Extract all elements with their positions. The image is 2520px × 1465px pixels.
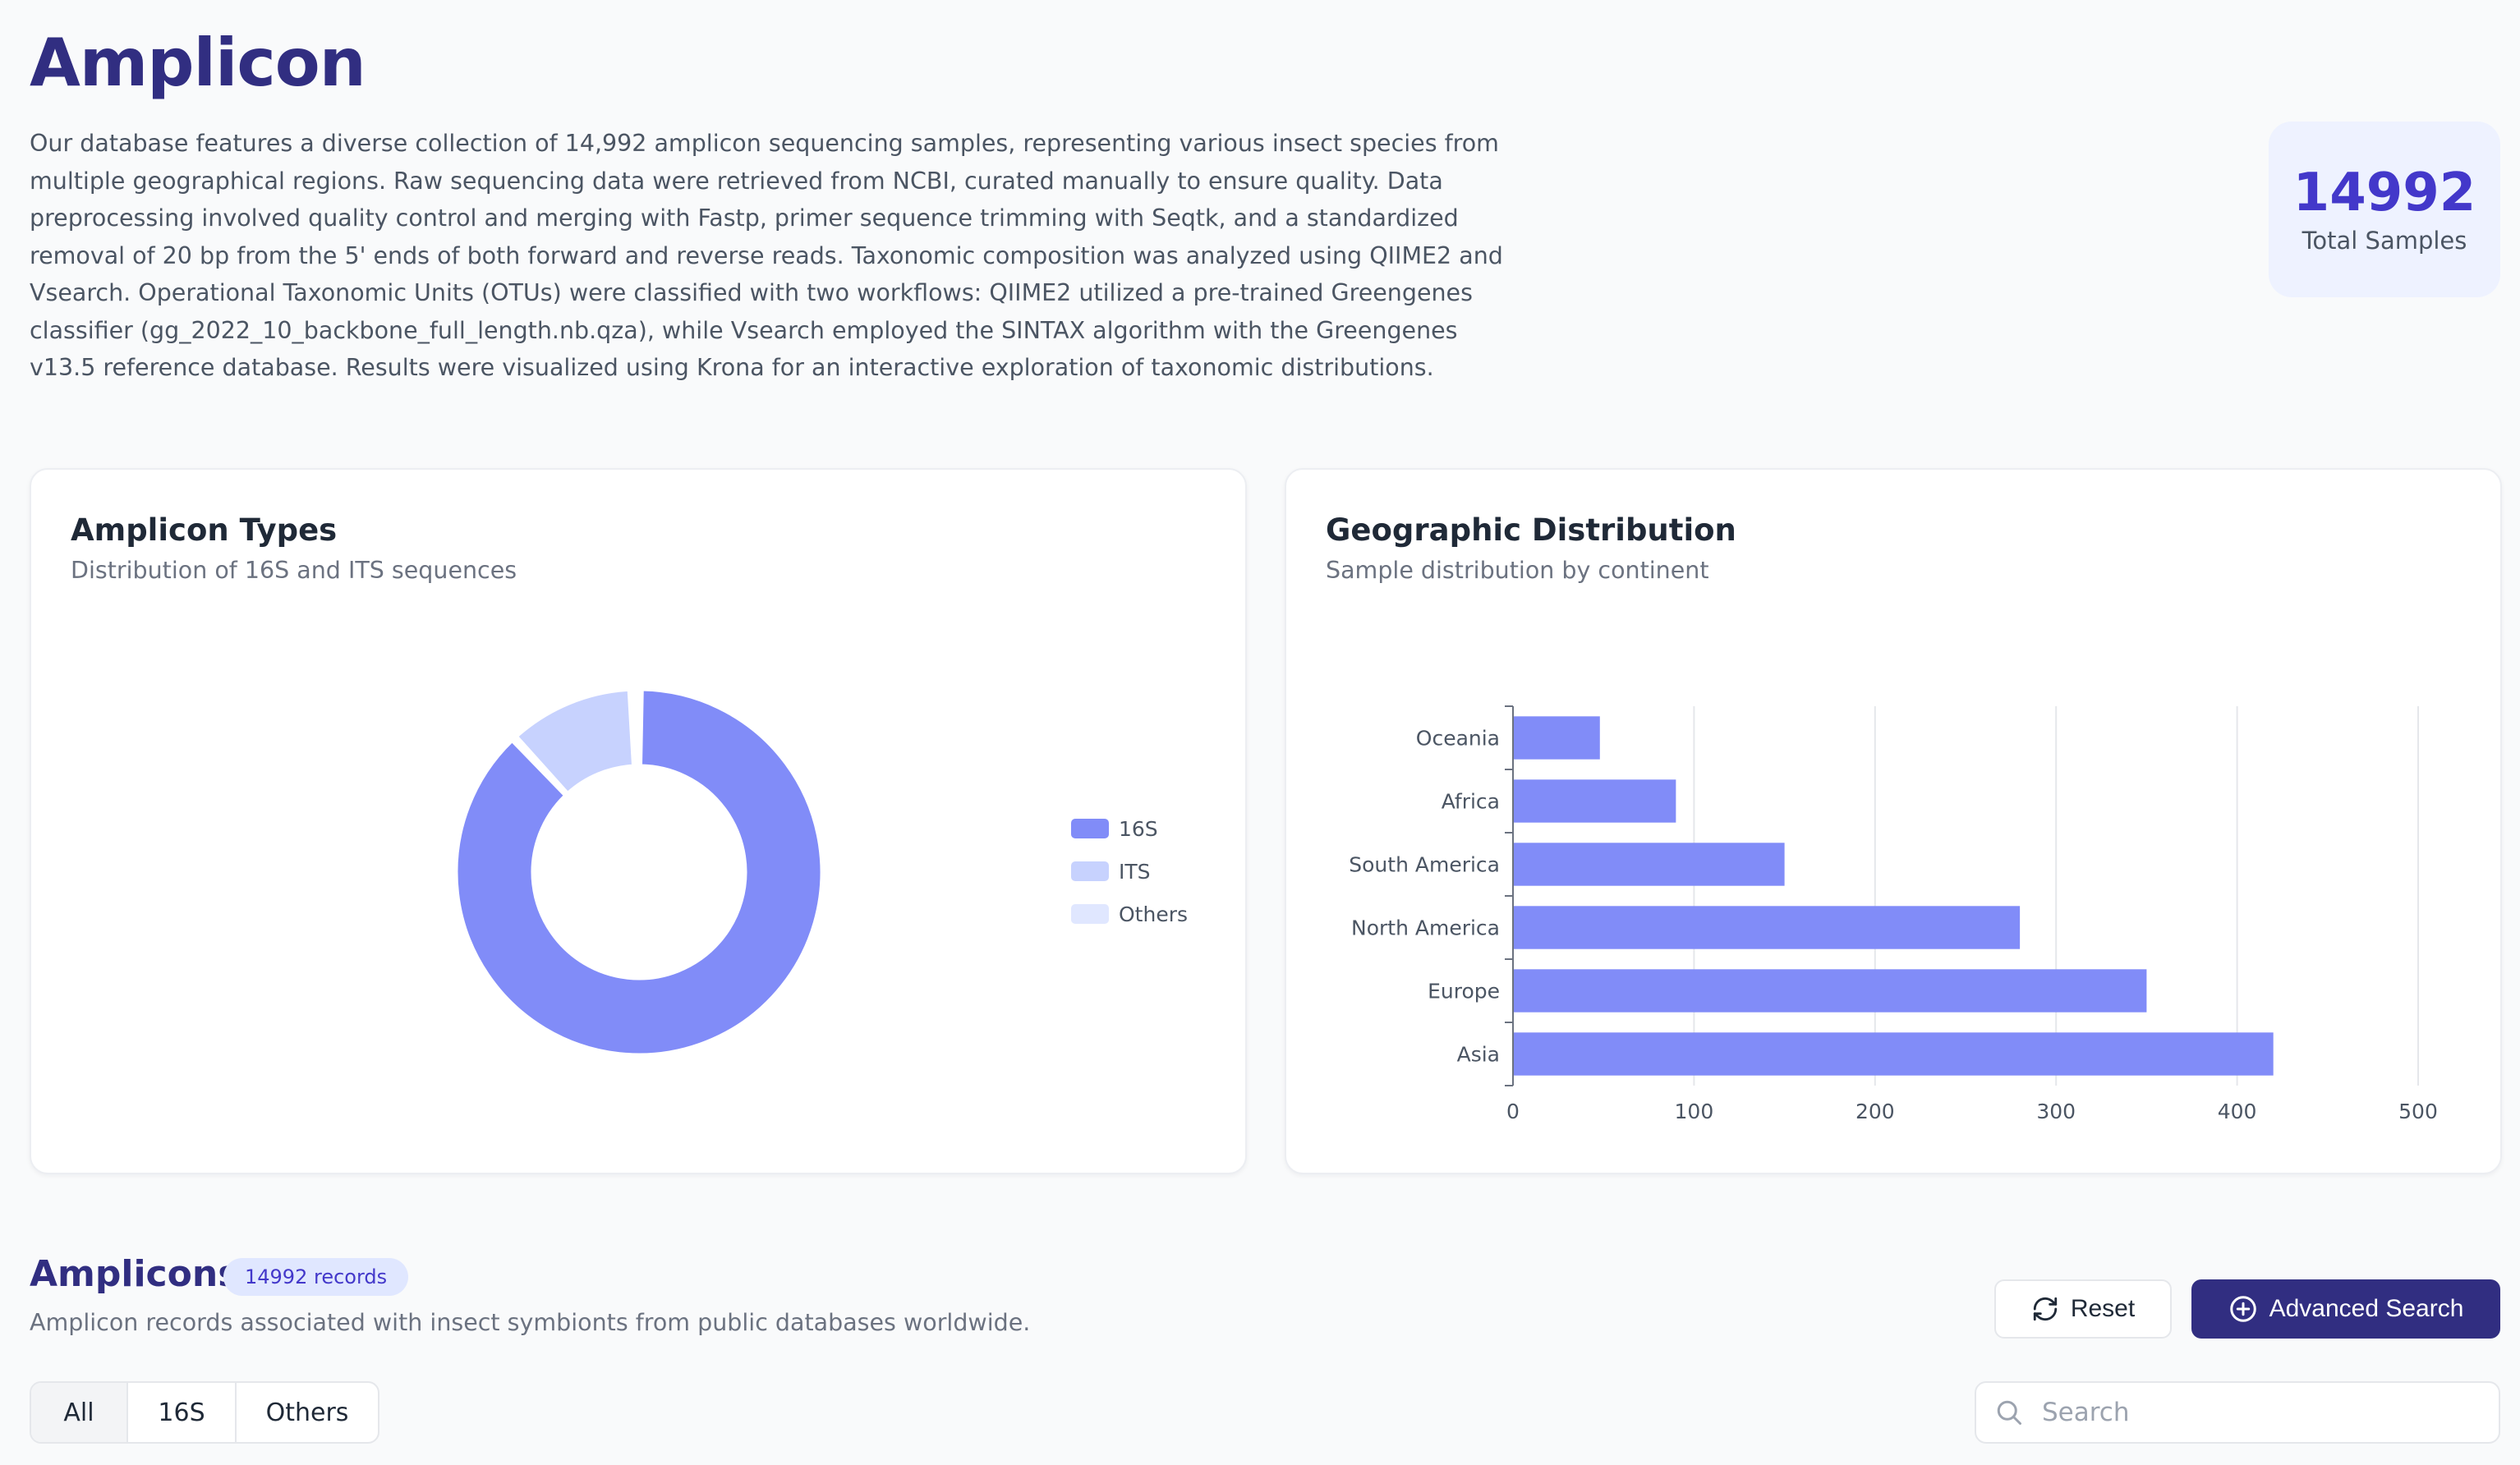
- records-count-badge: 14992 records: [223, 1258, 409, 1296]
- geographic-distribution-card: Oceania Africa South America North America E…: [1285, 468, 2502, 1174]
- category-label: South America: [1349, 853, 1500, 877]
- legend-item-its[interactable]: ITS: [1071, 857, 1188, 885]
- legend-item-16s[interactable]: 16S: [1071, 815, 1188, 843]
- legend-swatch: [1071, 861, 1109, 881]
- donut-slice-16s[interactable]: [455, 688, 823, 1056]
- geographic-distribution-title: Geographic Distribution: [1326, 512, 1736, 548]
- amplicons-section-title: Amplicons: [30, 1253, 240, 1295]
- reset-button-label: Reset: [2070, 1295, 2136, 1322]
- donut-slice-its[interactable]: [516, 688, 634, 794]
- x-tick-label: 200: [1856, 1100, 1895, 1123]
- legend-item-others[interactable]: Others: [1071, 900, 1188, 928]
- amplicon-types-donut-chart: [455, 688, 823, 1056]
- refresh-icon: [2033, 1297, 2057, 1321]
- x-tick-label: 500: [2398, 1100, 2438, 1123]
- bar-africa[interactable]: [1514, 779, 1676, 823]
- record-type-tabs: All 16S Others: [30, 1381, 379, 1444]
- amplicon-types-subtitle: Distribution of 16S and ITS sequences: [71, 557, 517, 584]
- legend-swatch: [1071, 904, 1109, 924]
- page-description: Our database features a diverse collecti…: [30, 130, 1503, 381]
- donut-slice-others[interactable]: [634, 688, 639, 767]
- category-label: North America: [1351, 916, 1500, 940]
- tab-others[interactable]: Others: [265, 1398, 349, 1427]
- amplicons-section-subtitle: Amplicon records associated with insect …: [30, 1309, 1031, 1336]
- x-tick-label: 300: [2036, 1100, 2076, 1123]
- tab-all[interactable]: All: [31, 1383, 128, 1442]
- x-tick-label: 400: [2218, 1100, 2257, 1123]
- geographic-distribution-bar-chart: Oceania Africa South America North America E…: [1349, 705, 2438, 1123]
- reset-button[interactable]: Reset: [1994, 1279, 2172, 1339]
- advanced-search-button-label: Advanced Search: [2269, 1295, 2464, 1322]
- category-label: Europe: [1428, 980, 1500, 1003]
- total-samples-value: 14992: [2292, 162, 2476, 223]
- amplicon-types-card: Amplicon Types Distribution of 16S and I…: [30, 468, 1247, 1174]
- category-label: Oceania: [1416, 727, 1500, 751]
- search-box: [1975, 1381, 2500, 1444]
- page-title: Amplicon: [30, 25, 366, 101]
- bar-asia[interactable]: [1514, 1032, 2274, 1076]
- plus-circle-icon: [2229, 1296, 2256, 1322]
- x-tick-label: 100: [1675, 1100, 1714, 1123]
- total-samples-card: 14992 Total Samples: [2269, 122, 2500, 297]
- category-label: Africa: [1442, 790, 1500, 814]
- legend-label: Others: [1119, 902, 1189, 926]
- geographic-distribution-subtitle: Sample distribution by continent: [1326, 557, 1709, 584]
- category-label: Asia: [1457, 1043, 1500, 1067]
- advanced-search-button[interactable]: Advanced Search: [2191, 1279, 2500, 1339]
- bar-south-america[interactable]: [1514, 843, 1785, 886]
- legend-label: 16S: [1119, 816, 1158, 841]
- tab-16s[interactable]: 16S: [128, 1383, 237, 1442]
- x-tick-label: 0: [1506, 1100, 1520, 1123]
- bar-europe[interactable]: [1514, 969, 2147, 1013]
- legend-swatch: [1071, 819, 1109, 838]
- search-input[interactable]: [2040, 1397, 2487, 1428]
- amplicon-types-title: Amplicon Types: [71, 512, 338, 548]
- bar-oceania[interactable]: [1514, 716, 1600, 760]
- total-samples-label: Total Samples: [2302, 227, 2467, 255]
- legend-label: ITS: [1119, 859, 1151, 884]
- search-icon: [1997, 1400, 2021, 1425]
- bar-north-america[interactable]: [1514, 906, 2021, 949]
- amplicon-types-legend: 16S ITS Others: [1071, 815, 1188, 928]
